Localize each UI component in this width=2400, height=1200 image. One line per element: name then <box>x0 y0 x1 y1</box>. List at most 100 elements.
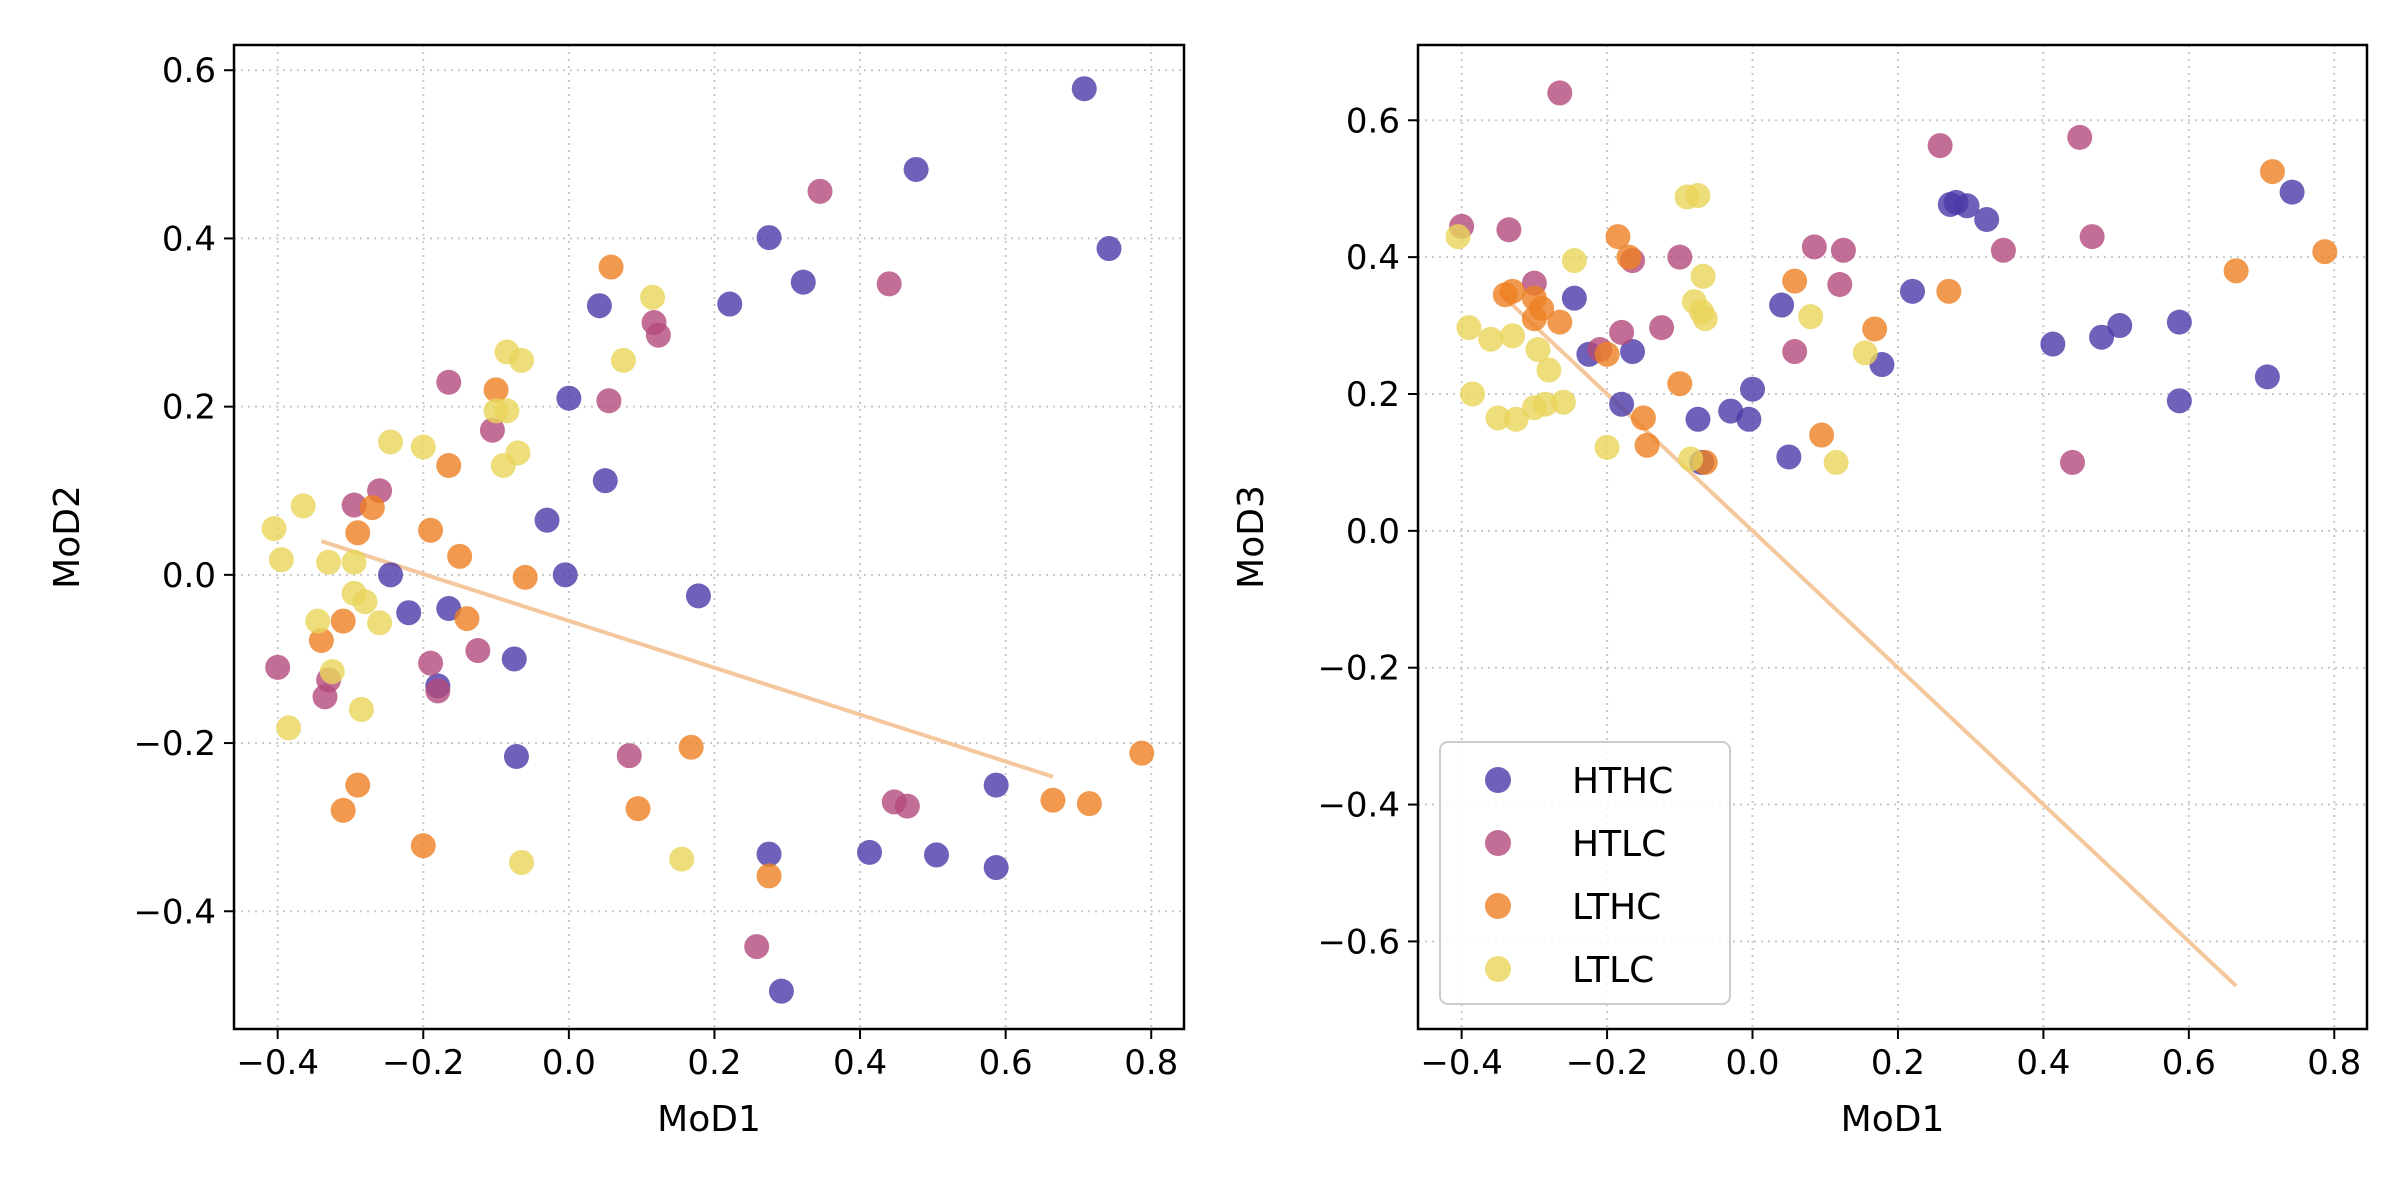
series-hthc <box>378 76 1122 1004</box>
scatter-point-ltlc <box>1460 381 1486 407</box>
scatter-point-htlc <box>807 178 833 204</box>
scatter-point-htlc <box>2079 224 2105 250</box>
y-tick-label: −0.4 <box>133 892 216 932</box>
scatter-point-hthc <box>2254 364 2280 390</box>
scatter-point-lthc <box>454 606 480 632</box>
scatter-point-lthc <box>1809 422 1835 448</box>
scatter-point-hthc <box>768 978 794 1004</box>
scatter-point-hthc <box>2166 309 2192 335</box>
x-tick-label: 0.0 <box>1725 1043 1779 1083</box>
scatter-point-lthc <box>1782 268 1808 294</box>
scatter-point-htlc <box>479 417 505 443</box>
scatter-point-ltlc <box>610 347 636 373</box>
scatter-point-ltlc <box>268 547 294 573</box>
scatter-point-hthc <box>923 842 949 868</box>
scatter-point-lthc <box>1076 791 1102 817</box>
scatter-point-lthc <box>1040 787 1066 813</box>
scatter-point-hthc <box>1740 376 1766 402</box>
scatter-point-lthc <box>1634 432 1660 458</box>
scatter-point-hthc <box>501 646 527 672</box>
scatter-point-hthc <box>534 507 560 533</box>
x-tick-label: −0.4 <box>236 1043 319 1083</box>
scatter-point-hthc <box>2107 313 2133 339</box>
scatter-point-lthc <box>1630 405 1656 431</box>
scatter-point-htlc <box>1547 80 1573 106</box>
scatter-point-lthc <box>1936 278 1962 304</box>
y-tick-label: −0.2 <box>1317 649 1400 689</box>
scatter-point-htlc <box>312 684 338 710</box>
x-tick-label: 0.4 <box>2016 1043 2070 1083</box>
scatter-point-ltlc <box>490 453 516 479</box>
scatter-point-ltlc <box>378 429 404 455</box>
y-tick-label: 0.2 <box>162 388 216 428</box>
scatter-point-ltlc <box>305 608 331 634</box>
x-tick-label: 0.6 <box>2162 1043 2216 1083</box>
left-scatter-panel: −0.4 −0.2 0.0 0.2 0.4 0.6 0.8 −0.4 −0.2 0.0 0.2 0.4… <box>47 43 1186 1140</box>
scatter-point-htlc <box>1990 237 2016 263</box>
scatter-point-lthc <box>756 863 782 889</box>
scatter-point-ltlc <box>1561 248 1587 274</box>
scatter-point-ltlc <box>1594 434 1620 460</box>
scatter-point-hthc <box>685 583 711 609</box>
scatter-point-hthc <box>1685 406 1711 432</box>
scatter-point-lthc <box>1862 316 1888 342</box>
axes-frame <box>1416 43 2369 1031</box>
scatter-point-ltlc <box>1536 357 1562 383</box>
scatter-point-ltlc <box>261 516 287 542</box>
scatter-point-ltlc <box>1823 449 1849 475</box>
scatter-point-hthc <box>790 269 816 295</box>
scatter-point-ltlc <box>1678 446 1704 472</box>
scatter-point-ltlc <box>1685 183 1711 209</box>
scatter-point-htlc <box>1801 234 1827 260</box>
scatter-point-ltlc <box>494 398 520 424</box>
y-tick-label: 0.6 <box>1346 101 1400 141</box>
legend-marker-ltlc <box>1485 956 1511 982</box>
y-axis-label: MoD2 <box>47 485 88 589</box>
scatter-point-ltlc <box>367 610 393 636</box>
x-tick-label: 0.2 <box>687 1043 741 1083</box>
scatter-point-hthc <box>756 841 782 867</box>
scatter-point-ltlc <box>1692 306 1718 332</box>
scatter-point-ltlc <box>290 493 316 519</box>
scatter-point-hthc <box>1899 278 1925 304</box>
scatter-point-lthc <box>1605 224 1631 250</box>
scatter-point-ltlc <box>1525 337 1551 363</box>
scatter-point-htlc <box>1830 237 1856 263</box>
scatter-point-lthc <box>330 797 356 823</box>
scatter-point-hthc <box>1096 236 1122 262</box>
scatter-point-hthc <box>1561 285 1587 311</box>
scatter-point-lthc <box>2312 239 2338 265</box>
scatter-point-ltlc <box>509 849 535 875</box>
scatter-point-htlc <box>894 793 920 819</box>
scatter-point-ltlc <box>352 589 378 615</box>
scatter-point-ltlc <box>1485 405 1511 431</box>
scatter-point-lthc <box>410 833 436 859</box>
scatter-point-lthc <box>2223 258 2249 284</box>
scatter-point-ltlc <box>1690 263 1716 289</box>
y-tick-label: 0.6 <box>162 51 216 91</box>
scatter-point-ltlc <box>509 347 535 373</box>
x-tick-label: 0.6 <box>979 1043 1033 1083</box>
legend-label-htlc: HTLC <box>1572 824 1666 865</box>
series-ltlc <box>1445 183 1878 475</box>
series-hthc <box>1561 179 2305 475</box>
scatter-point-hthc <box>1776 444 1802 470</box>
scatter-point-ltlc <box>319 659 345 685</box>
scatter-point-hthc <box>556 385 582 411</box>
scatter-point-lthc <box>1492 282 1518 308</box>
scatter-point-lthc <box>345 772 371 798</box>
scatter-point-htlc <box>616 743 642 769</box>
scatter-point-hthc <box>586 293 612 319</box>
scatter-point-htlc <box>596 388 622 414</box>
series-ltlc <box>261 284 695 875</box>
scatter-point-ltlc <box>1532 391 1558 417</box>
scatter-point-htlc <box>1667 244 1693 270</box>
scatter-point-hthc <box>396 600 422 626</box>
scatter-point-htlc <box>425 678 451 704</box>
scatter-point-htlc <box>2067 124 2093 150</box>
scatter-point-htlc <box>436 369 462 395</box>
scatter-point-ltlc <box>1445 224 1471 250</box>
scatter-point-ltlc <box>640 284 666 310</box>
scatter-point-hthc <box>552 562 578 588</box>
y-axis-label: MoD3 <box>1231 485 1272 589</box>
